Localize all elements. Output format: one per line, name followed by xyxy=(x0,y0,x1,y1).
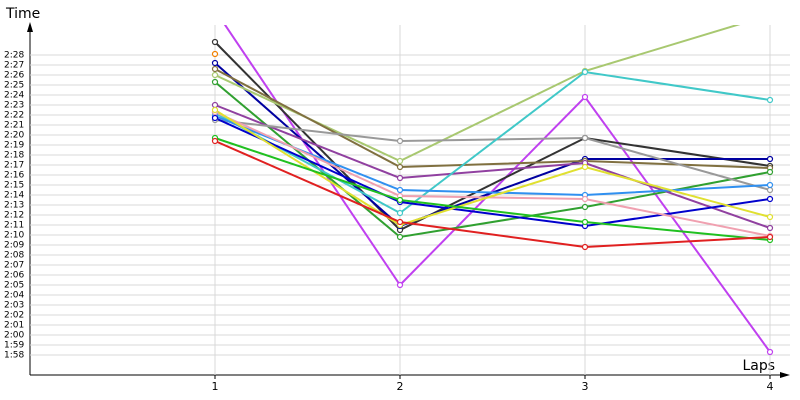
data-point xyxy=(766,213,774,221)
y-tick-label: 2:26 xyxy=(4,71,24,81)
series-line xyxy=(214,117,771,228)
series-line xyxy=(223,25,771,353)
data-point xyxy=(766,155,774,163)
y-tick-label: 2:28 xyxy=(4,51,24,61)
y-tick-label: 2:07 xyxy=(4,261,24,271)
data-point xyxy=(211,71,219,79)
y-tick-label: 2:22 xyxy=(4,111,24,121)
y-tick-label: 2:11 xyxy=(4,221,24,231)
y-tick-label: 2:21 xyxy=(4,121,24,131)
y-tick-label: 2:19 xyxy=(4,141,24,151)
y-tick-label: 2:15 xyxy=(4,181,24,191)
x-tick-label: 1 xyxy=(212,380,219,393)
y-tick-label: 1:59 xyxy=(4,341,24,351)
y-tick-label: 2:24 xyxy=(4,91,24,101)
y-tick-label: 2:23 xyxy=(4,101,24,111)
data-point xyxy=(766,186,774,194)
data-point xyxy=(211,65,219,73)
data-point xyxy=(766,224,774,232)
data-point xyxy=(396,157,404,165)
y-tick-label: 2:09 xyxy=(4,241,24,251)
data-point xyxy=(581,203,589,211)
series-line xyxy=(214,70,771,215)
data-point xyxy=(581,93,589,101)
data-point xyxy=(396,281,404,289)
data-point xyxy=(581,195,589,203)
data-point xyxy=(211,137,219,145)
x-axis-title: Laps xyxy=(742,358,775,374)
y-tick-label: 2:05 xyxy=(4,281,24,291)
y-tick-label: 2:20 xyxy=(4,131,24,141)
series-line xyxy=(214,119,771,191)
y-tick-label: 2:27 xyxy=(4,61,24,71)
data-point xyxy=(766,168,774,176)
data-point xyxy=(766,181,774,189)
data-point xyxy=(396,174,404,182)
series-line xyxy=(214,109,771,227)
grid xyxy=(30,25,790,375)
data-point xyxy=(768,13,773,18)
series-line xyxy=(214,41,771,232)
data-point xyxy=(396,209,404,217)
y-tick-label: 2:18 xyxy=(4,151,24,161)
series xyxy=(211,8,774,356)
series-line xyxy=(214,111,771,237)
y-tick-label: 1:58 xyxy=(4,351,24,361)
y-tick-label: 2:25 xyxy=(4,81,24,91)
series-line xyxy=(214,104,771,229)
y-tick-label: 2:06 xyxy=(4,271,24,281)
x-tick-label: 2 xyxy=(397,380,404,393)
series-line xyxy=(214,137,771,241)
data-point xyxy=(211,101,219,109)
data-point xyxy=(766,96,774,104)
data-point xyxy=(396,137,404,145)
data-point xyxy=(581,218,589,226)
y-tick-label: 2:01 xyxy=(4,321,24,331)
data-point xyxy=(211,114,219,122)
x-axis-arrow xyxy=(780,372,790,378)
y-tick-label: 2:17 xyxy=(4,161,24,171)
data-point xyxy=(211,59,219,67)
y-tick-label: 2:14 xyxy=(4,191,24,201)
y-tick-label: 2:08 xyxy=(4,251,24,261)
y-axis-title: Time xyxy=(5,6,40,22)
data-point xyxy=(766,233,774,241)
x-tick-label: 3 xyxy=(582,380,589,393)
data-point xyxy=(766,348,774,356)
data-point xyxy=(211,78,219,86)
data-point xyxy=(581,243,589,251)
data-point xyxy=(396,233,404,241)
y-tick-label: 2:03 xyxy=(4,301,24,311)
y-tick-label: 2:10 xyxy=(4,231,24,241)
x-tick-label: 4 xyxy=(767,380,774,393)
data-point xyxy=(581,163,589,171)
data-point xyxy=(396,186,404,194)
data-point xyxy=(211,38,219,46)
series-line xyxy=(214,140,771,249)
data-point xyxy=(213,8,218,13)
y-axis-arrow xyxy=(27,22,33,32)
y-tick-label: 2:13 xyxy=(4,201,24,211)
data-point xyxy=(766,195,774,203)
data-point xyxy=(396,218,404,226)
data-point xyxy=(581,68,589,76)
y-tick-label: 2:00 xyxy=(4,331,24,341)
data-point xyxy=(581,134,589,142)
y-tick-label: 2:02 xyxy=(4,311,24,321)
data-point xyxy=(211,106,219,114)
y-tick-label: 2:04 xyxy=(4,291,24,301)
data-point xyxy=(211,50,219,58)
y-tick-label: 2:12 xyxy=(4,211,24,221)
data-point xyxy=(396,163,404,171)
data-point xyxy=(396,196,404,204)
y-tick-label: 2:16 xyxy=(4,171,24,181)
